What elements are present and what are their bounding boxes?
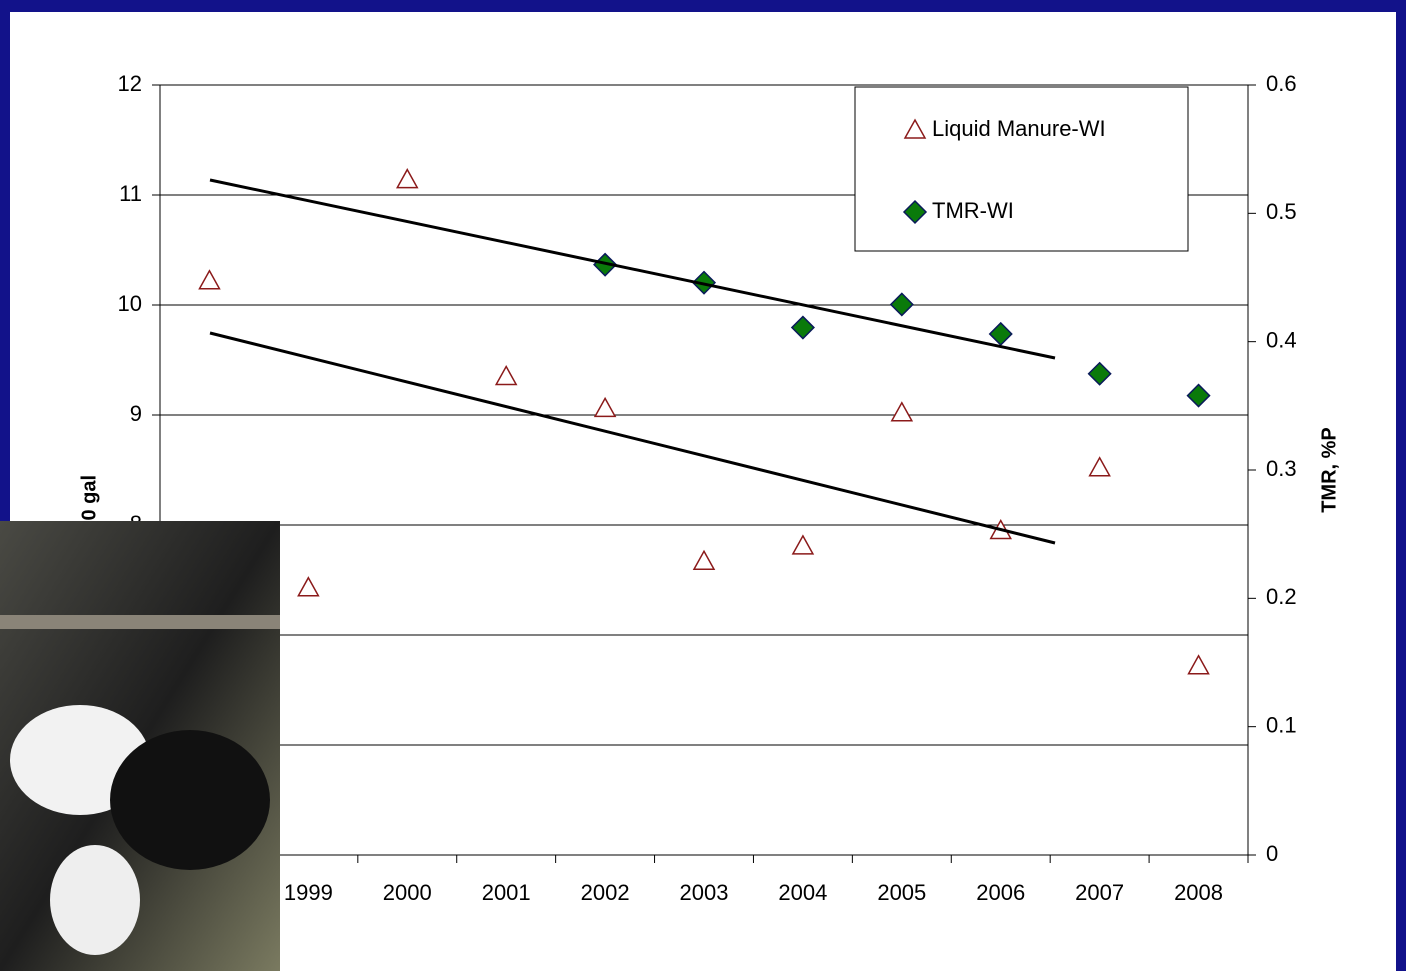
- trend-line: [209, 178, 1056, 360]
- triangle-marker: [198, 269, 221, 290]
- x-tick-label: 2000: [383, 880, 432, 905]
- diamond-marker: [790, 315, 815, 340]
- y2-tick-label: 0: [1266, 841, 1278, 866]
- photo-cow: [110, 730, 270, 870]
- legend-label: Liquid Manure-WI: [932, 116, 1106, 141]
- diamond-marker: [902, 199, 928, 225]
- photo: [0, 521, 280, 971]
- y2-tick-label: 0.4: [1266, 327, 1297, 352]
- x-tick-label: 2008: [1174, 880, 1223, 905]
- legend-label: TMR-WI: [932, 198, 1014, 223]
- triangle-marker: [593, 396, 617, 418]
- y2-axis-title: TMR, %P: [1318, 427, 1340, 513]
- y2-tick-label: 0.5: [1266, 199, 1297, 224]
- x-tick-label: 2001: [482, 880, 531, 905]
- triangle-marker: [903, 118, 927, 139]
- diamond-marker: [889, 292, 914, 317]
- x-tick-label: 2006: [976, 880, 1025, 905]
- trend-line: [209, 331, 1056, 545]
- triangle-marker: [494, 364, 518, 386]
- photo-rail: [0, 615, 280, 629]
- triangle-marker: [791, 534, 815, 555]
- y2-tick-label: 0.3: [1266, 456, 1297, 481]
- x-tick-label: 2003: [680, 880, 729, 905]
- triangle-marker: [1088, 456, 1111, 477]
- triangle-marker: [297, 576, 320, 597]
- diamond-marker: [1186, 383, 1211, 408]
- y2-tick-label: 0.2: [1266, 584, 1297, 609]
- diamond-marker: [988, 321, 1013, 347]
- x-tick-label: 2002: [581, 880, 630, 905]
- y-tick-label: 12: [118, 71, 142, 96]
- y-tick-label: 10: [118, 291, 142, 316]
- legend-box: [854, 86, 1189, 252]
- y2-tick-label: 0.6: [1266, 71, 1297, 96]
- legend: Liquid Manure-WI TMR-WI: [854, 86, 1189, 252]
- x-tick-label: 2007: [1075, 880, 1124, 905]
- triangle-marker: [1187, 654, 1210, 675]
- x-tick-label: 2005: [877, 880, 926, 905]
- y2-tick-label: 0.1: [1266, 712, 1297, 737]
- triangle-marker: [692, 549, 716, 571]
- x-tick-label: 1999: [284, 880, 333, 905]
- x-tick-label: 2004: [778, 880, 827, 905]
- y-tick-label: 9: [130, 401, 142, 426]
- triangle-marker: [395, 168, 419, 189]
- triangle-marker: [890, 401, 914, 422]
- diamond-marker: [1087, 361, 1112, 386]
- photo-cow: [50, 845, 140, 955]
- y-tick-label: 11: [119, 181, 142, 206]
